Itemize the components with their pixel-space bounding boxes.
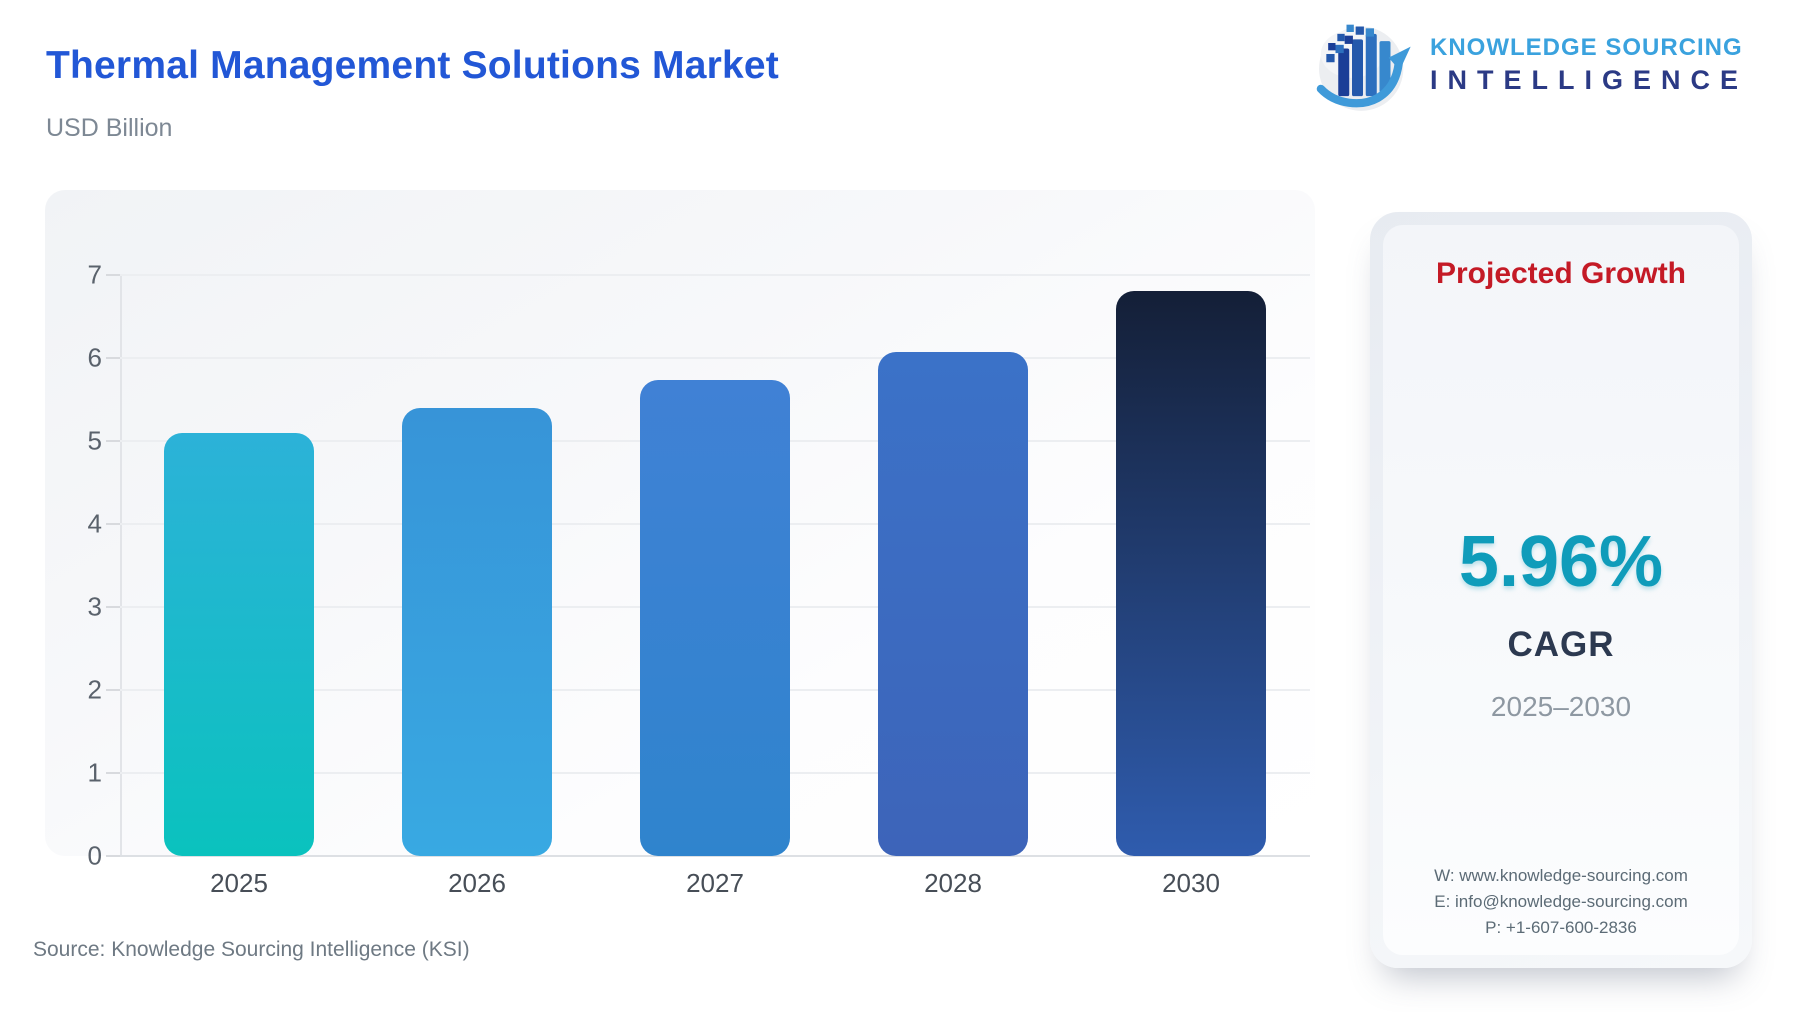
y-tick-label-6: 6 (87, 342, 102, 373)
y-tick-mark-7 (106, 274, 120, 276)
y-tick-mark-1 (106, 772, 120, 774)
page-title: Thermal Management Solutions Market (46, 44, 779, 87)
brand-name-line1: KNOWLEDGE SOURCING (1429, 34, 1743, 61)
y-tick-mark-6 (106, 357, 120, 359)
bar-2026 (402, 407, 552, 856)
bar-2025 (164, 432, 314, 856)
axis-unit-label: USD Billion (46, 114, 173, 142)
x-axis-label-2030: 2030 (1162, 868, 1220, 898)
bar-slot-2025 (120, 275, 358, 856)
brand-name-line2: INTELLIGENCE (1429, 65, 1748, 95)
cagr-value: 5.96% (1458, 522, 1664, 602)
cagr-period: 2025–2030 (1490, 691, 1632, 722)
brand-logo-text: KNOWLEDGE SOURCING INTELLIGENCE (1430, 34, 1748, 96)
contact-phone: P: +1-607-600-2836 (1485, 918, 1637, 937)
bar-chart-card: 0 1 2 3 4 5 6 7 (45, 190, 1315, 871)
x-axis-label-2028: 2028 (924, 868, 982, 898)
bar-2028 (878, 352, 1028, 856)
y-tick-mark-2 (106, 689, 120, 691)
projected-growth-panel-inner: Projected Growth 5.96% CAGR 2025–2030 W:… (1383, 225, 1739, 955)
y-tick-label-1: 1 (87, 757, 102, 788)
bar-slot-2027 (596, 275, 834, 856)
y-tick-label-7: 7 (87, 259, 102, 290)
y-tick-label-0: 0 (87, 840, 102, 871)
y-tick-label-5: 5 (87, 425, 102, 456)
bar-slot-2030 (1072, 275, 1310, 856)
bar-slot-2028 (834, 275, 1072, 856)
gridline-7 (120, 274, 1310, 276)
y-tick-mark-3 (106, 606, 120, 608)
y-tick-mark-5 (106, 440, 120, 442)
y-tick-label-2: 2 (87, 674, 102, 705)
contact-email: E: info@knowledge-sourcing.com (1434, 892, 1688, 911)
bar-slot-2026 (358, 275, 596, 856)
gridline-0 (120, 855, 1310, 857)
y-tick-mark-0 (106, 855, 120, 857)
projected-growth-panel: Projected Growth 5.96% CAGR 2025–2030 W:… (1370, 212, 1752, 968)
contact-website: W: www.knowledge-sourcing.com (1434, 866, 1688, 885)
x-axis-labels: 2025 2026 2027 2028 2030 (120, 868, 1310, 899)
cagr-label: CAGR (1507, 625, 1615, 664)
y-tick-label-3: 3 (87, 591, 102, 622)
x-axis-label-2026: 2026 (448, 868, 506, 898)
x-axis-label-2025: 2025 (210, 868, 268, 898)
y-axis-line (120, 275, 122, 856)
panel-title: Projected Growth (1435, 257, 1687, 290)
bar-2030 (1116, 290, 1266, 856)
source-note: Source: Knowledge Sourcing Intelligence … (33, 938, 470, 961)
brand-logo-icon (1316, 24, 1411, 111)
bar-chart-plot-area: 0 1 2 3 4 5 6 7 (88, 260, 1310, 871)
gridline-6 (120, 357, 1310, 359)
x-axis-label-2027: 2027 (686, 868, 744, 898)
y-tick-mark-4 (106, 523, 120, 525)
contact-block: W: www.knowledge-sourcing.com E: info@kn… (1383, 863, 1739, 941)
brand-logo: KNOWLEDGE SOURCING INTELLIGENCE (1308, 10, 1748, 120)
y-tick-label-4: 4 (87, 508, 102, 539)
bar-2027 (640, 380, 790, 856)
